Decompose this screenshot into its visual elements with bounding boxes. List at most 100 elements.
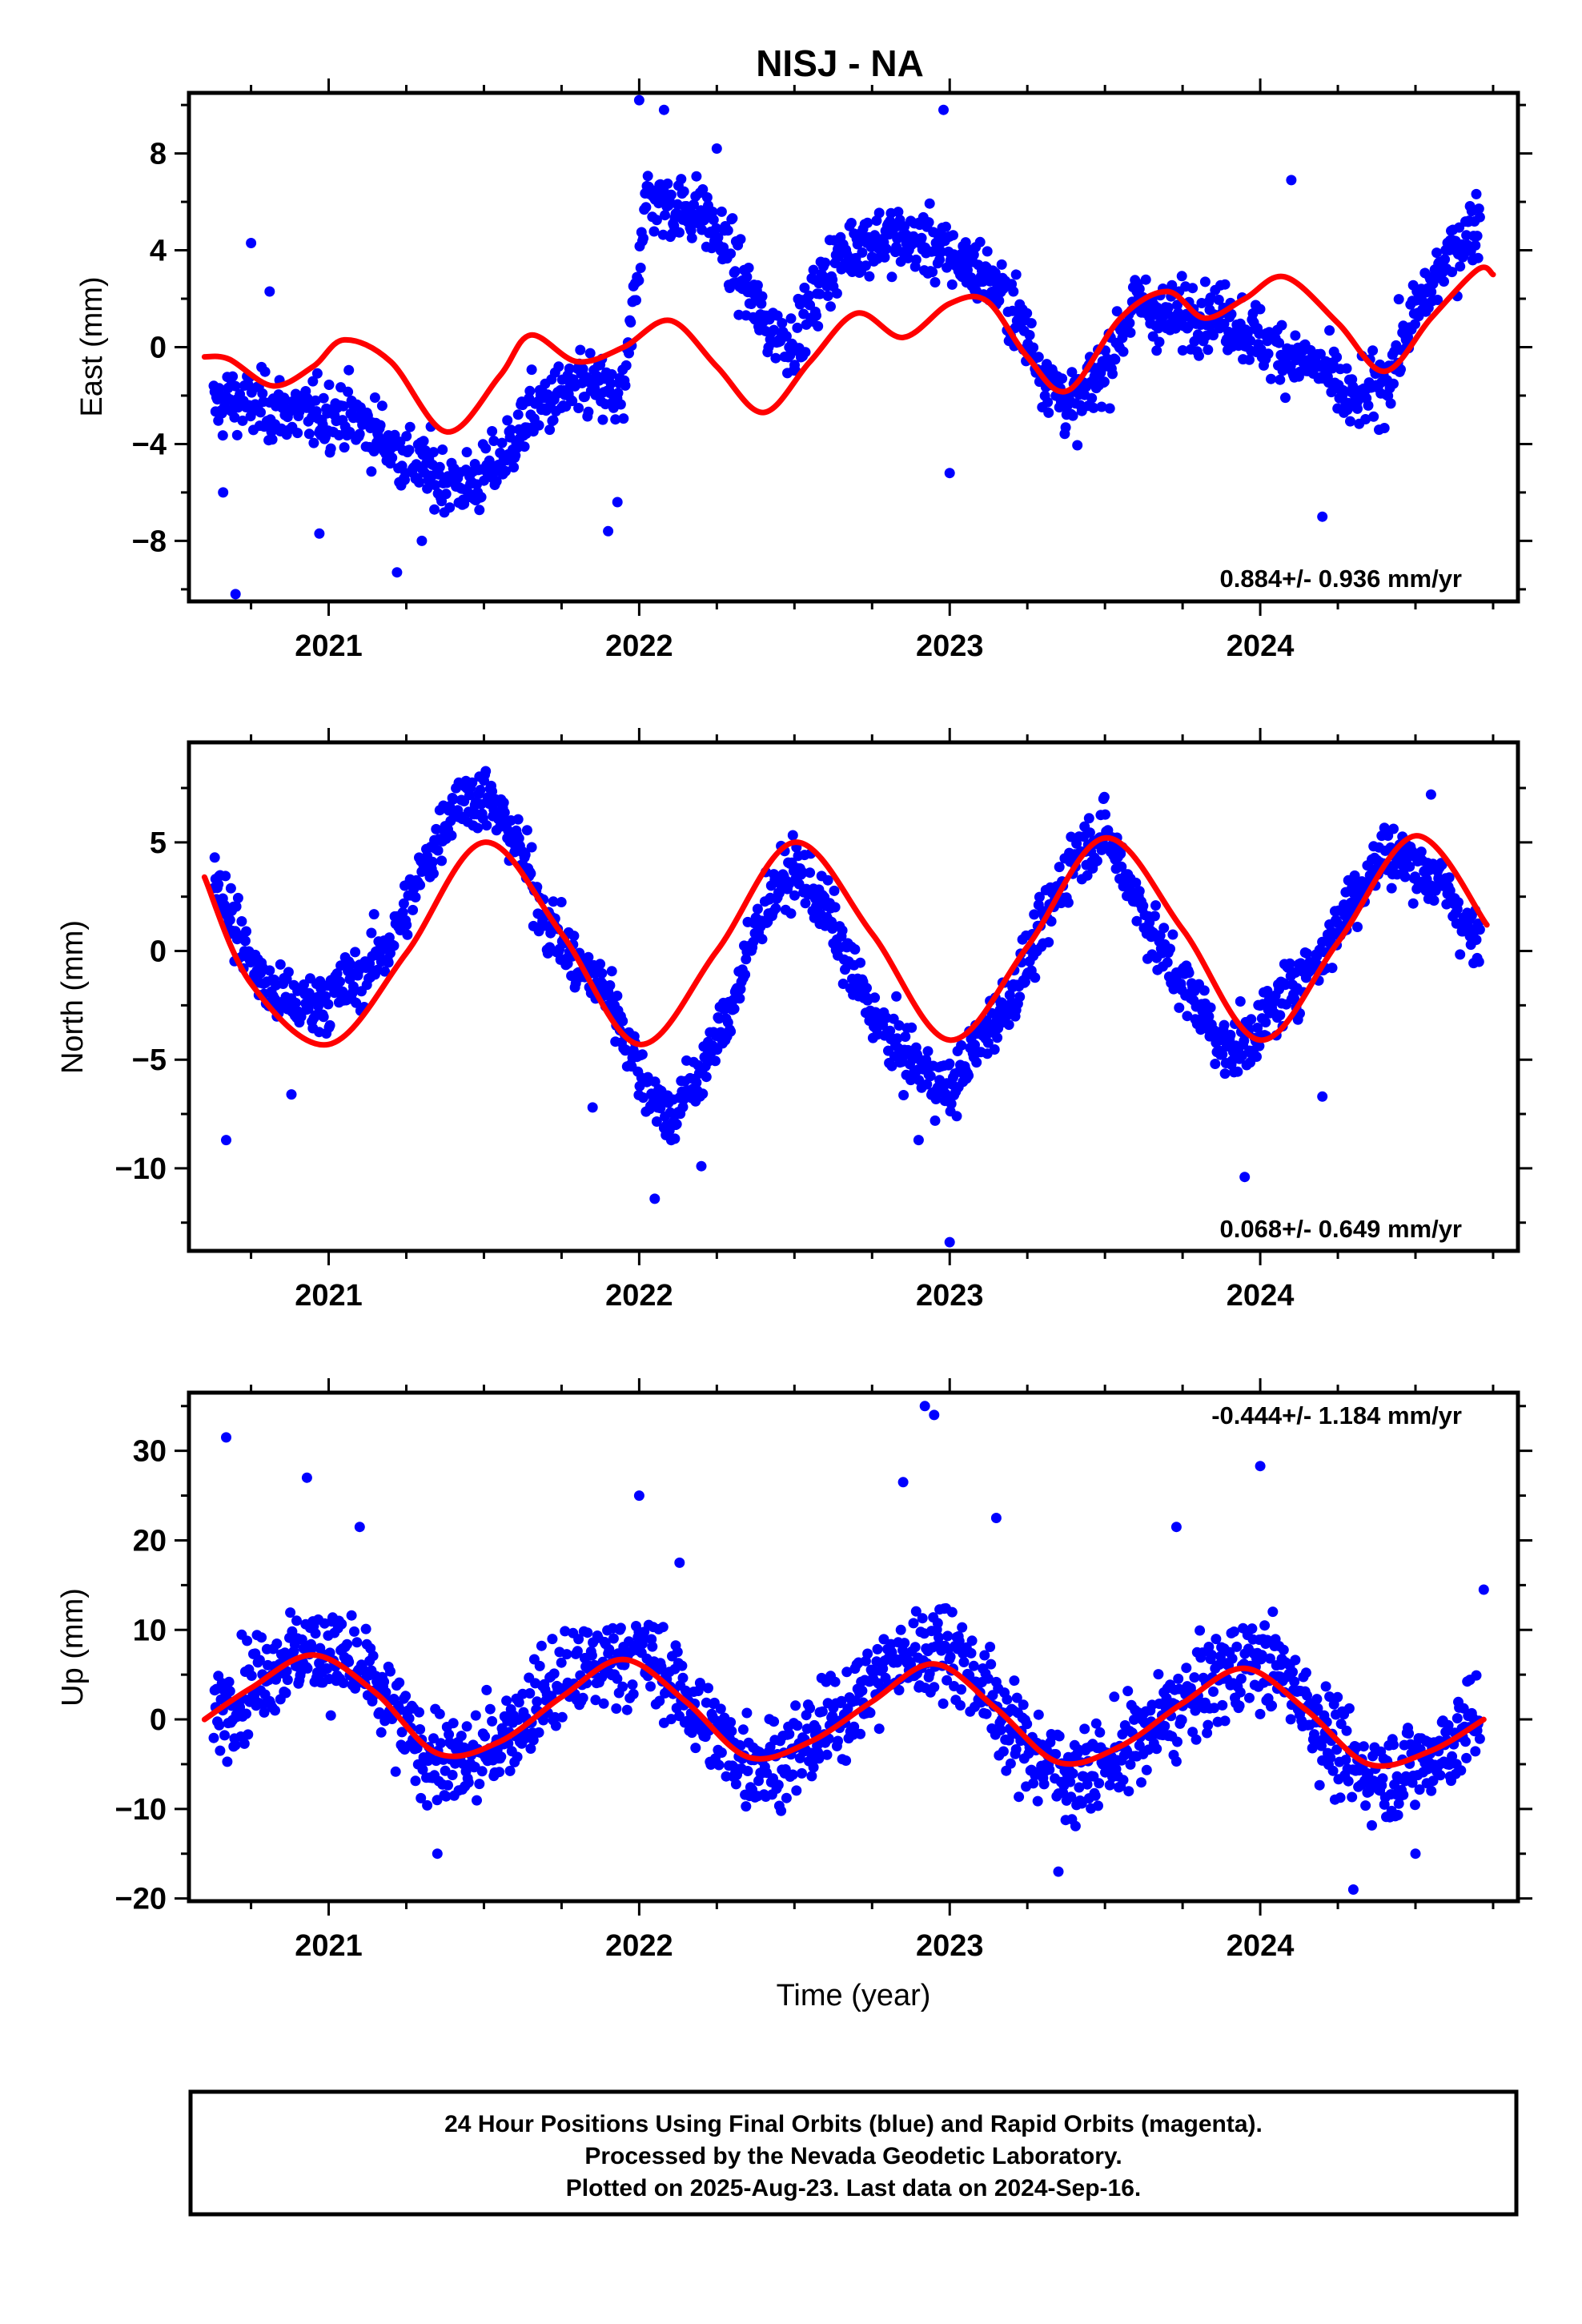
north-data-point: [224, 915, 235, 926]
east-data-point: [1426, 287, 1437, 297]
up-data-point: [1076, 1798, 1087, 1809]
up-data-point: [865, 1707, 876, 1719]
north-data-point: [1083, 813, 1094, 824]
east-data-point: [310, 395, 321, 406]
north-data-point: [710, 1055, 721, 1067]
up-data-point: [1153, 1669, 1164, 1680]
up-data-point: [1471, 1670, 1482, 1681]
up-data-point: [608, 1633, 619, 1644]
up-data-point: [938, 1698, 949, 1709]
east-data-point: [420, 445, 431, 456]
up-data-point: [307, 1642, 318, 1654]
up-data-point: [1090, 1718, 1102, 1729]
north-data-point: [1399, 871, 1411, 883]
east-data-point: [1474, 211, 1485, 223]
east-data-point: [1043, 407, 1054, 418]
east-data-point: [804, 290, 814, 301]
up-data-point: [703, 1683, 713, 1694]
east-data-point: [1471, 188, 1482, 199]
up-outlier-point: [301, 1472, 312, 1483]
up-data-point: [1151, 1743, 1162, 1755]
east-data-point: [544, 424, 556, 436]
north-data-point: [1116, 861, 1127, 872]
east-data-point: [822, 291, 833, 301]
up-data-point: [813, 1753, 825, 1764]
east-data-point: [662, 178, 673, 189]
north-data-point: [1473, 956, 1484, 967]
north-data-point: [797, 867, 809, 879]
up-data-point: [647, 1641, 658, 1652]
east-data-point: [1098, 376, 1110, 388]
east-data-point: [255, 407, 266, 418]
east-outlier-point: [218, 487, 229, 498]
north-data-point: [638, 1092, 648, 1104]
east-outlier-point: [658, 104, 669, 115]
east-data-point: [512, 409, 524, 420]
up-data-point: [1443, 1719, 1454, 1731]
east-data-point: [303, 428, 315, 440]
north-data-point: [734, 993, 745, 1004]
north-data-point: [595, 959, 606, 970]
caption-line-1: 24 Hour Positions Using Final Orbits (bl…: [444, 2111, 1263, 2137]
north-data-point: [290, 997, 301, 1008]
up-data-point: [784, 1728, 795, 1739]
east-data-point: [873, 207, 885, 219]
up-data-point: [791, 1785, 802, 1796]
caption-line-3: Plotted on 2025-Aug-23. Last data on 202…: [566, 2175, 1142, 2201]
east-data-point: [1118, 346, 1129, 357]
north-outlier-point: [696, 1160, 707, 1172]
up-data-point: [394, 1677, 405, 1688]
up-y-ticks: −20 −10 0 10 20 30: [115, 1405, 1532, 1916]
east-data-point: [1472, 252, 1484, 263]
up-data-point: [1302, 1690, 1312, 1701]
north-data-point: [220, 870, 231, 882]
up-data-point: [968, 1660, 979, 1671]
east-data-point: [713, 232, 724, 243]
up-data-point: [924, 1668, 935, 1679]
up-data-point: [773, 1779, 784, 1791]
east-data-point: [1176, 271, 1187, 282]
east-data-point: [825, 301, 836, 312]
east-x-tick-label: 2022: [605, 629, 673, 663]
east-data-point: [1166, 279, 1178, 291]
east-data-point: [1111, 306, 1122, 317]
east-data-point: [777, 318, 788, 328]
east-data-point: [752, 279, 763, 291]
east-data-point: [610, 414, 621, 425]
east-data-point: [665, 189, 677, 200]
north-data-point: [410, 891, 421, 903]
east-outlier-point: [711, 143, 722, 154]
north-data-point: [785, 908, 797, 919]
up-data-point: [434, 1708, 445, 1719]
chart-title: NISJ - NA: [756, 42, 924, 84]
up-data-point: [280, 1687, 291, 1699]
east-data-point: [1410, 319, 1420, 330]
north-data-point: [1043, 937, 1054, 948]
north-data-point: [520, 849, 531, 860]
up-points: [208, 1401, 1489, 1895]
north-data-point: [1100, 809, 1110, 820]
east-data-point: [230, 380, 241, 392]
north-data-point: [1217, 1049, 1228, 1060]
east-data-point: [1067, 410, 1078, 421]
up-data-point: [615, 1622, 626, 1634]
east-x-ticks: 2021 2022 2023 2024: [250, 78, 1495, 663]
up-model-line: [201, 1652, 1487, 1769]
north-data-point: [1150, 900, 1161, 911]
east-outlier-point: [1286, 175, 1297, 186]
up-data-point: [1093, 1800, 1103, 1811]
up-data-point: [805, 1703, 816, 1714]
up-data-point: [1203, 1642, 1215, 1652]
north-data-point: [331, 968, 343, 979]
north-model-line: [201, 833, 1490, 1048]
up-data-point: [1195, 1625, 1206, 1636]
east-data-point: [338, 400, 349, 412]
north-data-point: [669, 1133, 681, 1144]
up-data-point: [448, 1718, 459, 1729]
up-outlier-point: [354, 1522, 365, 1533]
east-data-point: [524, 385, 536, 396]
up-data-point: [741, 1707, 753, 1719]
east-data-point: [1066, 367, 1078, 378]
north-x-tick-label: 2022: [605, 1279, 673, 1313]
up-frame: [187, 1390, 1520, 1904]
